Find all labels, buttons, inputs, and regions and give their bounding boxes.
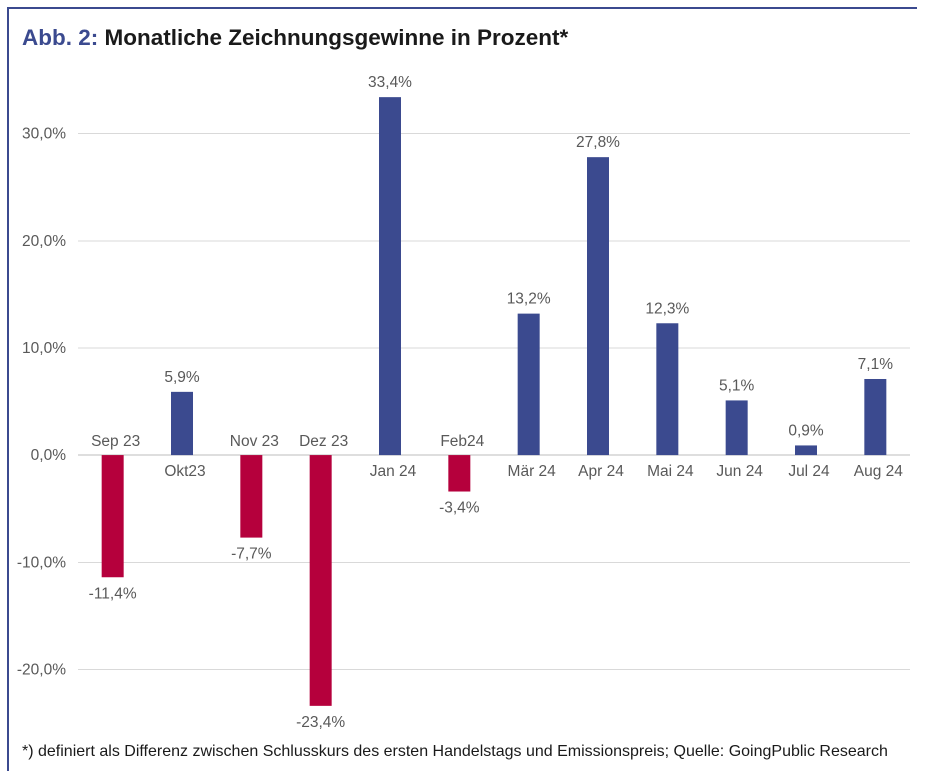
y-tick-label: 10,0% [22,340,66,357]
category-label: Jun 24 [716,463,763,480]
bar-value-label: -11,4% [89,585,137,602]
bar-value-label: 13,2% [507,291,551,308]
category-label: Mär 24 [508,463,557,480]
bar [240,455,263,538]
bar-value-label: 27,8% [576,134,620,151]
bar-value-label: -7,7% [231,546,272,563]
category-label: Aug 24 [854,463,904,480]
category-label: Jan 24 [370,463,417,480]
bar [171,391,193,456]
y-tick-label: -10,0% [17,554,66,571]
bar [864,378,887,456]
bar-value-label: 0,9% [788,422,824,439]
y-tick-label: 20,0% [22,233,66,250]
bar-labels: -11,4% Sep 23 5,9% Okt23 -7,7% Nov 23 -23,4% De… [89,74,904,731]
figure-number: Abb. 2: [22,25,99,50]
category-label: Sep 23 [91,433,140,450]
y-tick-label: 30,0% [22,126,66,143]
frame-top-rule [8,7,917,9]
bar [379,97,401,456]
y-axis-tick-labels: 30,0% 20,0% 10,0% 0,0% -10,0% -20,0% [17,126,66,679]
category-label: Feb24 [440,433,484,450]
category-label: Apr 24 [578,463,624,480]
chart-title: Monatliche Zeichnungsgewinne in Prozent* [104,25,569,50]
bar-value-label: 33,4% [368,74,412,91]
bar-value-label: 7,1% [858,356,894,373]
bar [101,455,124,578]
bar [656,323,679,456]
bar [795,445,817,456]
y-tick-label: 0,0% [31,447,67,464]
frame-left-rule [7,7,9,771]
gridlines [78,133,910,670]
bars [101,97,887,706]
category-label: Nov 23 [230,433,279,450]
bar-value-label: 5,1% [719,377,755,394]
bar-value-label: -3,4% [439,500,480,517]
bar [448,455,471,492]
category-label: Mai 24 [647,463,694,480]
footnote: *) definiert als Differenz zwischen Schl… [22,743,888,760]
figure-title: Abb. 2: Monatliche Zeichnungsgewinne in … [22,23,568,53]
bar-value-label: 12,3% [645,300,689,317]
category-label: Jul 24 [788,463,830,480]
bar-value-label: 5,9% [164,369,200,386]
category-label: Dez 23 [299,433,348,450]
bar [587,157,609,456]
y-tick-label: -20,0% [17,661,66,678]
bar [725,400,748,456]
bar [517,313,540,456]
bar [309,455,332,706]
category-label: Okt23 [164,463,205,480]
bar-value-label: -23,4% [296,714,345,731]
